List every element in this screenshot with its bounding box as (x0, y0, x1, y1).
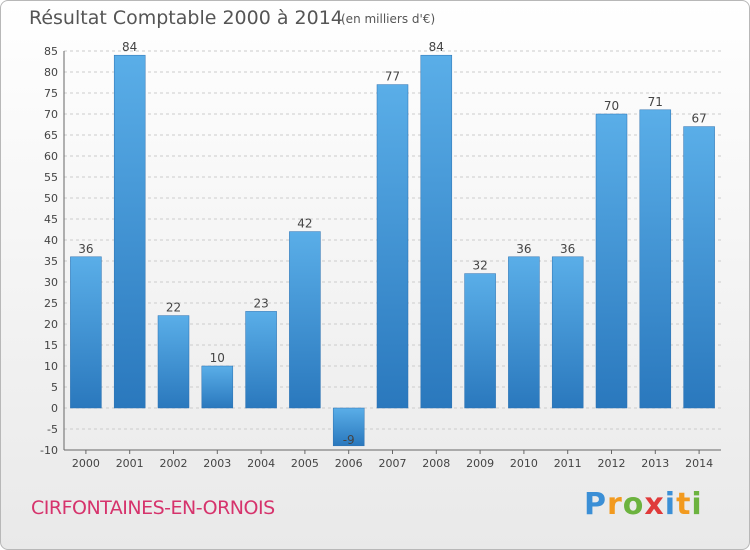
y-tick-label: 15 (44, 339, 58, 352)
data-label-2008: 84 (429, 40, 444, 54)
y-tick-label: 40 (44, 234, 58, 247)
data-label-2002: 22 (166, 301, 181, 315)
data-label-2003: 10 (210, 351, 225, 365)
y-tick-label: 55 (44, 171, 58, 184)
x-tick-label-2011: 2011 (554, 457, 582, 470)
data-label-2011: 36 (560, 242, 575, 256)
bar-2010 (508, 256, 540, 409)
y-tick-label: 0 (51, 402, 58, 415)
x-tick-label-2002: 2002 (160, 457, 188, 470)
chart-subtitle: (en milliers d'€) (341, 12, 436, 26)
y-tick-label: 80 (44, 66, 58, 79)
y-tick-label: -10 (40, 444, 58, 457)
x-tick-label-2006: 2006 (335, 457, 363, 470)
x-tick-label-2013: 2013 (641, 457, 669, 470)
y-tick-label: 65 (44, 129, 58, 142)
logo-letter: x (644, 487, 665, 522)
commune-name: CIRFONTAINES-EN-ORNOIS (31, 497, 275, 519)
data-label-2005: 42 (297, 217, 312, 231)
x-tick-label-2004: 2004 (247, 457, 275, 470)
y-tick-label: 75 (44, 87, 58, 100)
proxiti-logo: Proxiti (584, 487, 703, 522)
y-tick-label: 5 (51, 381, 58, 394)
logo-letter: o (622, 487, 645, 522)
y-tick-label: 10 (44, 360, 58, 373)
y-tick-label: 30 (44, 276, 58, 289)
x-tick-label-2001: 2001 (116, 457, 144, 470)
logo-letter: r (607, 487, 623, 522)
bar-2012 (595, 113, 628, 409)
x-tick-label-2012: 2012 (598, 457, 626, 470)
logo-letter: t (676, 487, 692, 522)
data-label-2012: 70 (604, 99, 619, 113)
x-tick-label-2003: 2003 (203, 457, 231, 470)
x-tick-label-2000: 2000 (72, 457, 100, 470)
x-tick-label-2007: 2007 (379, 457, 407, 470)
data-label-2006: -9 (343, 433, 355, 447)
bar-2008 (420, 54, 453, 409)
x-tick-label-2005: 2005 (291, 457, 319, 470)
bar-2005 (289, 231, 321, 409)
y-tick-label: 45 (44, 213, 58, 226)
data-label-2001: 84 (122, 40, 137, 54)
logo-letter: i (664, 487, 677, 522)
bar-2000 (70, 256, 102, 409)
logo-letter: P (584, 487, 607, 522)
y-tick-label: 35 (44, 255, 58, 268)
logo-letter: i (691, 487, 703, 522)
data-label-2007: 77 (385, 70, 400, 84)
y-tick-label: -5 (47, 423, 58, 436)
bar-2009 (464, 273, 496, 409)
y-tick-label: 20 (44, 318, 58, 331)
bar-2011 (551, 256, 584, 409)
x-tick-label-2010: 2010 (510, 457, 538, 470)
bar-2004 (245, 311, 277, 409)
y-tick-label: 70 (44, 108, 58, 121)
y-tick-label: 85 (44, 45, 58, 58)
data-label-2000: 36 (78, 242, 93, 256)
x-tick-label-2008: 2008 (422, 457, 450, 470)
bar-2014 (683, 126, 715, 409)
data-label-2013: 71 (648, 95, 663, 109)
x-tick-label-2009: 2009 (466, 457, 494, 470)
bar-2003 (201, 365, 234, 409)
data-label-2014: 67 (691, 112, 706, 126)
bar-2002 (157, 315, 190, 409)
bar-2006 (332, 407, 365, 447)
data-label-2009: 32 (472, 259, 487, 273)
bar-2013 (639, 109, 672, 409)
bar-2007 (376, 84, 409, 409)
data-label-2004: 23 (253, 296, 268, 310)
bar-2001 (113, 54, 146, 409)
y-tick-label: 50 (44, 192, 58, 205)
data-label-2010: 36 (516, 242, 531, 256)
x-tick-label-2014: 2014 (685, 457, 713, 470)
chart-title: Résultat Comptable 2000 à 2014 (29, 7, 343, 29)
y-tick-label: 60 (44, 150, 58, 163)
y-tick-label: 25 (44, 297, 58, 310)
